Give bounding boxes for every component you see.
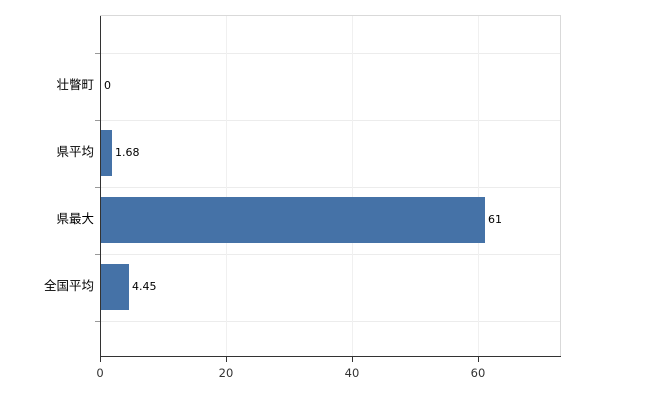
bar — [101, 264, 129, 310]
x-axis-tick — [100, 357, 101, 362]
category-label: 県最大 — [56, 211, 94, 226]
x-tick-label: 0 — [96, 366, 104, 380]
y-axis-tick — [95, 120, 100, 121]
horizontal-gridline — [101, 187, 560, 188]
horizontal-gridline — [101, 321, 560, 322]
vertical-gridline — [478, 16, 479, 356]
category-label: 県平均 — [56, 144, 94, 159]
y-axis — [100, 16, 101, 356]
x-tick-label: 40 — [344, 366, 360, 380]
y-axis-tick — [95, 254, 100, 255]
x-axis — [100, 356, 561, 357]
bar — [101, 197, 485, 243]
x-axis-tick — [478, 357, 479, 362]
y-axis-tick — [95, 187, 100, 188]
bar-value-label: 0 — [104, 79, 111, 92]
horizontal-gridline — [101, 254, 560, 255]
x-tick-label: 20 — [218, 366, 234, 380]
horizontal-gridline — [101, 120, 560, 121]
x-axis-tick — [226, 357, 227, 362]
y-axis-tick — [95, 53, 100, 54]
x-axis-tick — [352, 357, 353, 362]
category-label: 全国平均 — [43, 278, 94, 293]
x-tick-label: 60 — [470, 366, 486, 380]
bar-value-label: 4.45 — [132, 280, 157, 293]
bar-value-label: 61 — [488, 213, 502, 226]
y-axis-tick — [95, 321, 100, 322]
horizontal-gridline — [101, 53, 560, 54]
vertical-gridline — [226, 16, 227, 356]
bar — [101, 130, 112, 176]
plot-area: 0 1.68 61 4.45 0 20 40 60 — [95, 15, 561, 380]
vertical-gridline — [352, 16, 353, 356]
bar-value-label: 1.68 — [115, 146, 140, 159]
category-label: 壮瞥町 — [56, 77, 94, 92]
